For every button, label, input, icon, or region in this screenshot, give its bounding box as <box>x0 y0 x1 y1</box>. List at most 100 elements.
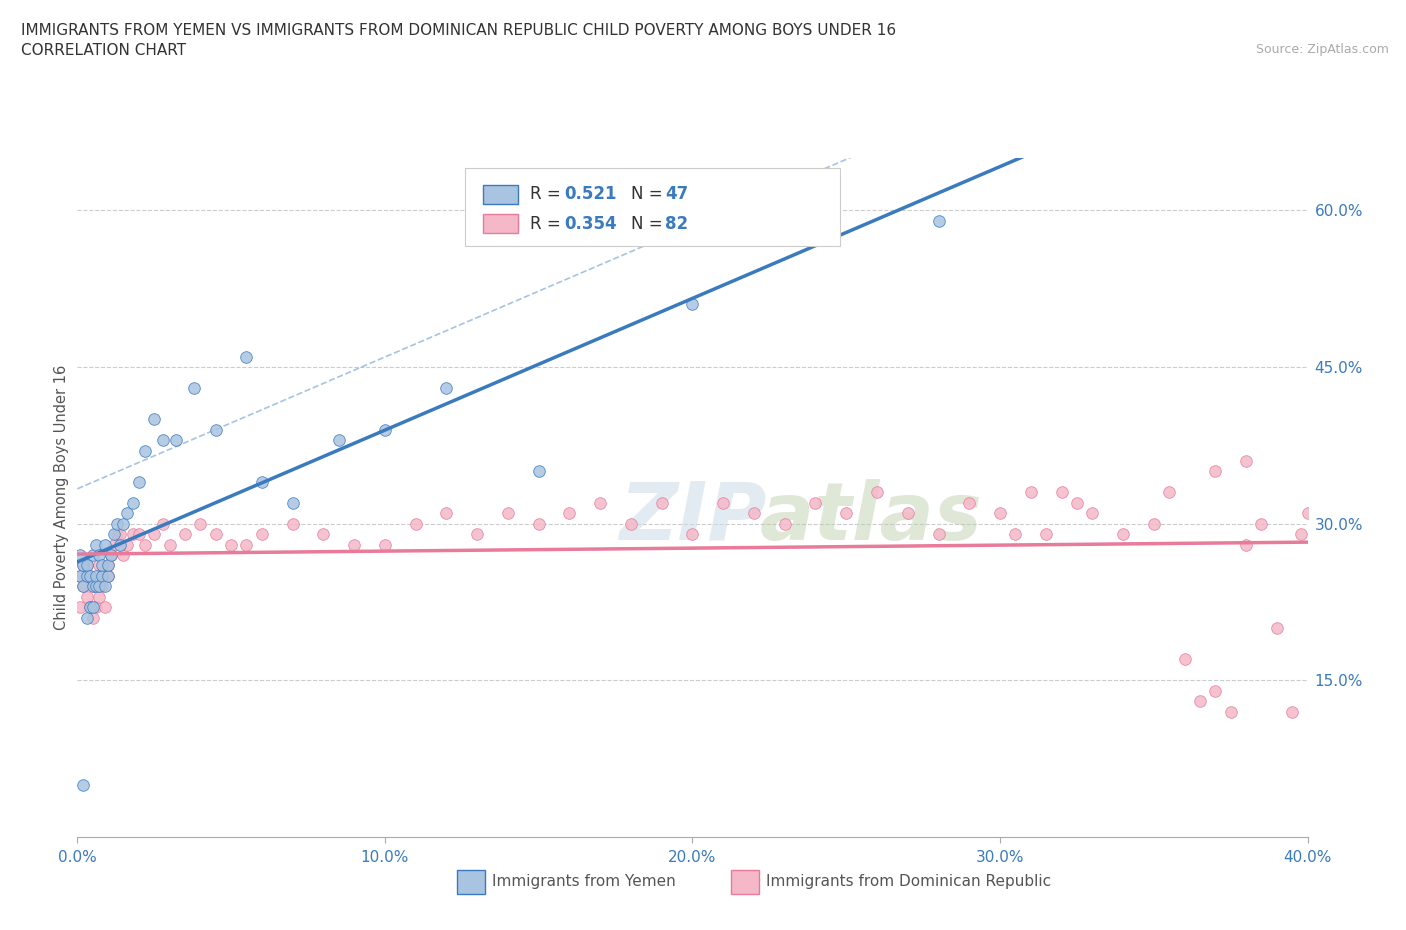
Point <box>112 548 135 563</box>
Point <box>204 526 226 541</box>
Point <box>988 506 1011 521</box>
Point <box>204 422 226 437</box>
Point <box>72 558 94 573</box>
Point <box>281 516 304 531</box>
Point <box>84 600 107 615</box>
Point <box>97 568 120 583</box>
Point <box>281 496 304 511</box>
Point <box>94 578 117 593</box>
Text: IMMIGRANTS FROM YEMEN VS IMMIGRANTS FROM DOMINICAN REPUBLIC CHILD POVERTY AMONG : IMMIGRANTS FROM YEMEN VS IMMIGRANTS FROM… <box>21 23 896 38</box>
Point <box>103 526 125 541</box>
Point <box>1112 526 1135 541</box>
Point <box>143 526 166 541</box>
Point <box>72 777 94 792</box>
Point <box>128 474 150 489</box>
Point <box>105 526 128 541</box>
FancyBboxPatch shape <box>465 168 841 246</box>
Y-axis label: Child Poverty Among Boys Under 16: Child Poverty Among Boys Under 16 <box>53 365 69 631</box>
Point <box>79 568 101 583</box>
Point <box>82 548 104 563</box>
Point <box>1019 485 1042 499</box>
Point <box>1219 704 1241 719</box>
Point <box>79 600 101 615</box>
Point <box>105 516 128 531</box>
Point <box>1188 694 1211 709</box>
Point <box>1296 506 1319 521</box>
Point <box>143 412 166 427</box>
Point <box>128 526 150 541</box>
Point <box>72 578 94 593</box>
Point <box>72 558 94 573</box>
Point <box>110 538 132 552</box>
Point <box>897 506 920 521</box>
Point <box>84 578 107 593</box>
Point <box>1143 516 1166 531</box>
Point <box>90 568 114 583</box>
Point <box>312 526 335 541</box>
Point <box>82 600 104 615</box>
Text: 0.521: 0.521 <box>565 185 617 203</box>
Point <box>97 568 120 583</box>
Point <box>134 538 156 552</box>
Point <box>112 516 135 531</box>
Point <box>82 578 104 593</box>
Point <box>76 558 98 573</box>
Point <box>90 558 114 573</box>
Point <box>1204 684 1226 698</box>
Point <box>84 568 107 583</box>
Point <box>1174 652 1197 667</box>
Point <box>682 297 704 312</box>
Point <box>76 590 98 604</box>
Point <box>804 496 827 511</box>
Point <box>165 432 187 447</box>
Point <box>343 538 366 552</box>
Point <box>103 538 125 552</box>
Point <box>436 380 458 395</box>
Point <box>69 548 91 563</box>
Point <box>1291 526 1313 541</box>
Point <box>250 474 273 489</box>
Point <box>866 485 889 499</box>
Point <box>84 538 107 552</box>
Point <box>235 538 257 552</box>
Point <box>87 548 110 563</box>
Text: N =: N = <box>631 215 668 232</box>
Point <box>1066 496 1088 511</box>
Point <box>121 496 143 511</box>
Point <box>742 506 765 521</box>
Point <box>558 506 581 521</box>
Point <box>1004 526 1026 541</box>
Point <box>97 558 120 573</box>
Point <box>928 213 950 228</box>
Point <box>100 548 122 563</box>
Text: Immigrants from Dominican Republic: Immigrants from Dominican Republic <box>766 874 1052 889</box>
Text: ZIP: ZIP <box>619 479 766 557</box>
Point <box>1035 526 1057 541</box>
Point <box>69 568 91 583</box>
Point <box>79 600 101 615</box>
Point <box>94 600 117 615</box>
Point <box>465 526 488 541</box>
Point <box>374 422 396 437</box>
Point <box>183 380 205 395</box>
Point <box>134 443 156 458</box>
Point <box>94 538 117 552</box>
Point <box>174 526 197 541</box>
Point <box>87 590 110 604</box>
Point <box>115 506 138 521</box>
Point <box>1081 506 1104 521</box>
Point <box>115 538 138 552</box>
Point <box>69 600 91 615</box>
Point <box>82 578 104 593</box>
Point <box>773 516 796 531</box>
Point <box>82 610 104 625</box>
Point <box>76 568 98 583</box>
Point <box>97 558 120 573</box>
Point <box>159 538 181 552</box>
Point <box>76 558 98 573</box>
Point <box>1265 620 1288 635</box>
Text: CORRELATION CHART: CORRELATION CHART <box>21 43 186 58</box>
Text: 0.354: 0.354 <box>565 215 617 232</box>
Point <box>436 506 458 521</box>
Point <box>152 432 174 447</box>
